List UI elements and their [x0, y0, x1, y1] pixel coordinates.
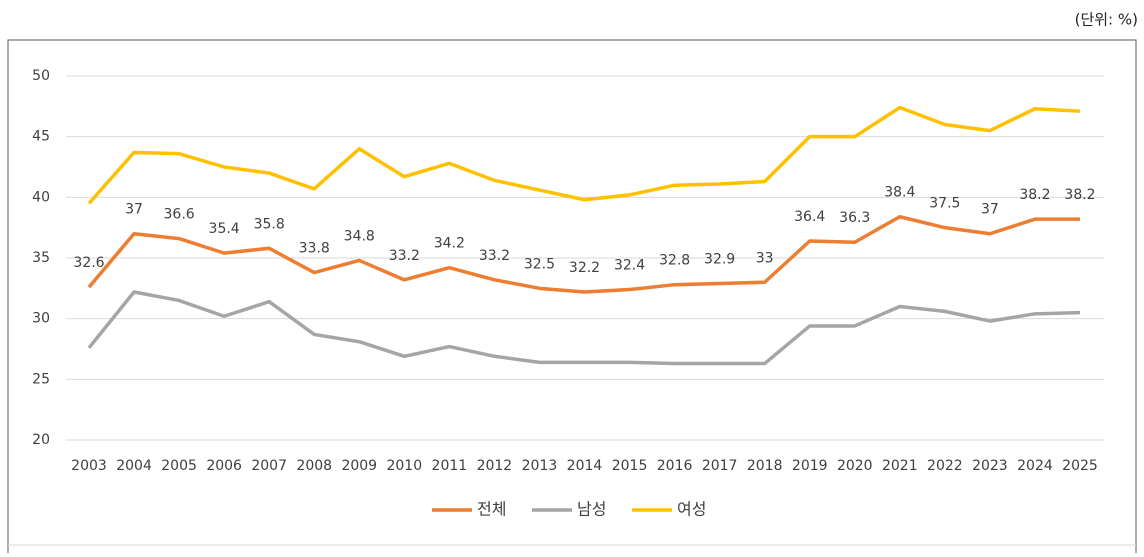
x-tick-label: 2011 [432, 458, 468, 474]
x-tick-label: 2018 [747, 458, 783, 474]
data-label: 37 [981, 202, 999, 218]
x-tick-label: 2014 [567, 458, 603, 474]
data-label: 35.8 [254, 216, 285, 232]
line-series [87, 105, 1081, 205]
x-tick-label: 2025 [1062, 458, 1098, 474]
x-tick-label: 2008 [296, 458, 332, 474]
x-tick-label: 2019 [792, 458, 828, 474]
data-label: 32.2 [569, 260, 600, 276]
x-tick-label: 2005 [161, 458, 197, 474]
x-tick-label: 2010 [386, 458, 422, 474]
x-tick-label: 2017 [702, 458, 738, 474]
data-label: 34.2 [434, 236, 465, 252]
data-label: 33 [756, 250, 774, 266]
chart-frame [7, 39, 1137, 553]
y-tick-label: 45 [32, 129, 50, 145]
data-label: 36.3 [839, 210, 870, 226]
data-label: 32.6 [73, 255, 104, 271]
y-tick-label: 35 [32, 250, 50, 266]
data-label: 32.9 [704, 251, 735, 267]
line-series [87, 214, 1080, 294]
legend-label: 여성 [677, 500, 706, 519]
x-tick-label: 2023 [972, 458, 1008, 474]
data-label: 36.4 [794, 209, 825, 225]
y-tick-label: 50 [32, 68, 50, 84]
data-label: 32.5 [524, 256, 555, 272]
x-tick-label: 2007 [251, 458, 287, 474]
x-tick-label: 2021 [882, 458, 918, 474]
x-tick-label: 2024 [1017, 458, 1053, 474]
x-tick-label: 2022 [927, 458, 963, 474]
x-tick-label: 2016 [657, 458, 693, 474]
x-tick-label: 2012 [477, 458, 513, 474]
x-tick-label: 2003 [71, 458, 107, 474]
x-tick-label: 2020 [837, 458, 873, 474]
x-tick-label: 2015 [612, 458, 648, 474]
data-label: 38.4 [884, 185, 915, 201]
unit-label: (단위: %) [1075, 11, 1138, 29]
data-label: 38.2 [1064, 187, 1095, 203]
data-label: 37.5 [929, 196, 960, 212]
data-label: 32.8 [659, 253, 690, 269]
data-label: 36.6 [164, 207, 195, 223]
legend-label: 전체 [477, 500, 506, 519]
y-tick-label: 20 [32, 432, 50, 448]
data-label: 34.8 [344, 228, 375, 244]
legend-label: 남성 [577, 500, 606, 519]
data-label: 33.2 [479, 248, 510, 264]
x-tick-label: 2009 [341, 458, 377, 474]
x-tick-label: 2013 [522, 458, 558, 474]
line-series [87, 290, 1081, 366]
x-tick-label: 2006 [206, 458, 242, 474]
data-label: 35.4 [209, 221, 240, 237]
y-tick-label: 30 [32, 311, 50, 327]
data-label: 37 [125, 202, 143, 218]
data-label: 33.8 [299, 241, 330, 257]
x-tick-label: 2004 [116, 458, 152, 474]
data-label: 38.2 [1019, 187, 1050, 203]
data-label: 32.4 [614, 258, 645, 274]
y-tick-label: 25 [32, 371, 50, 387]
data-label: 33.2 [389, 248, 420, 264]
y-tick-label: 40 [32, 189, 50, 205]
